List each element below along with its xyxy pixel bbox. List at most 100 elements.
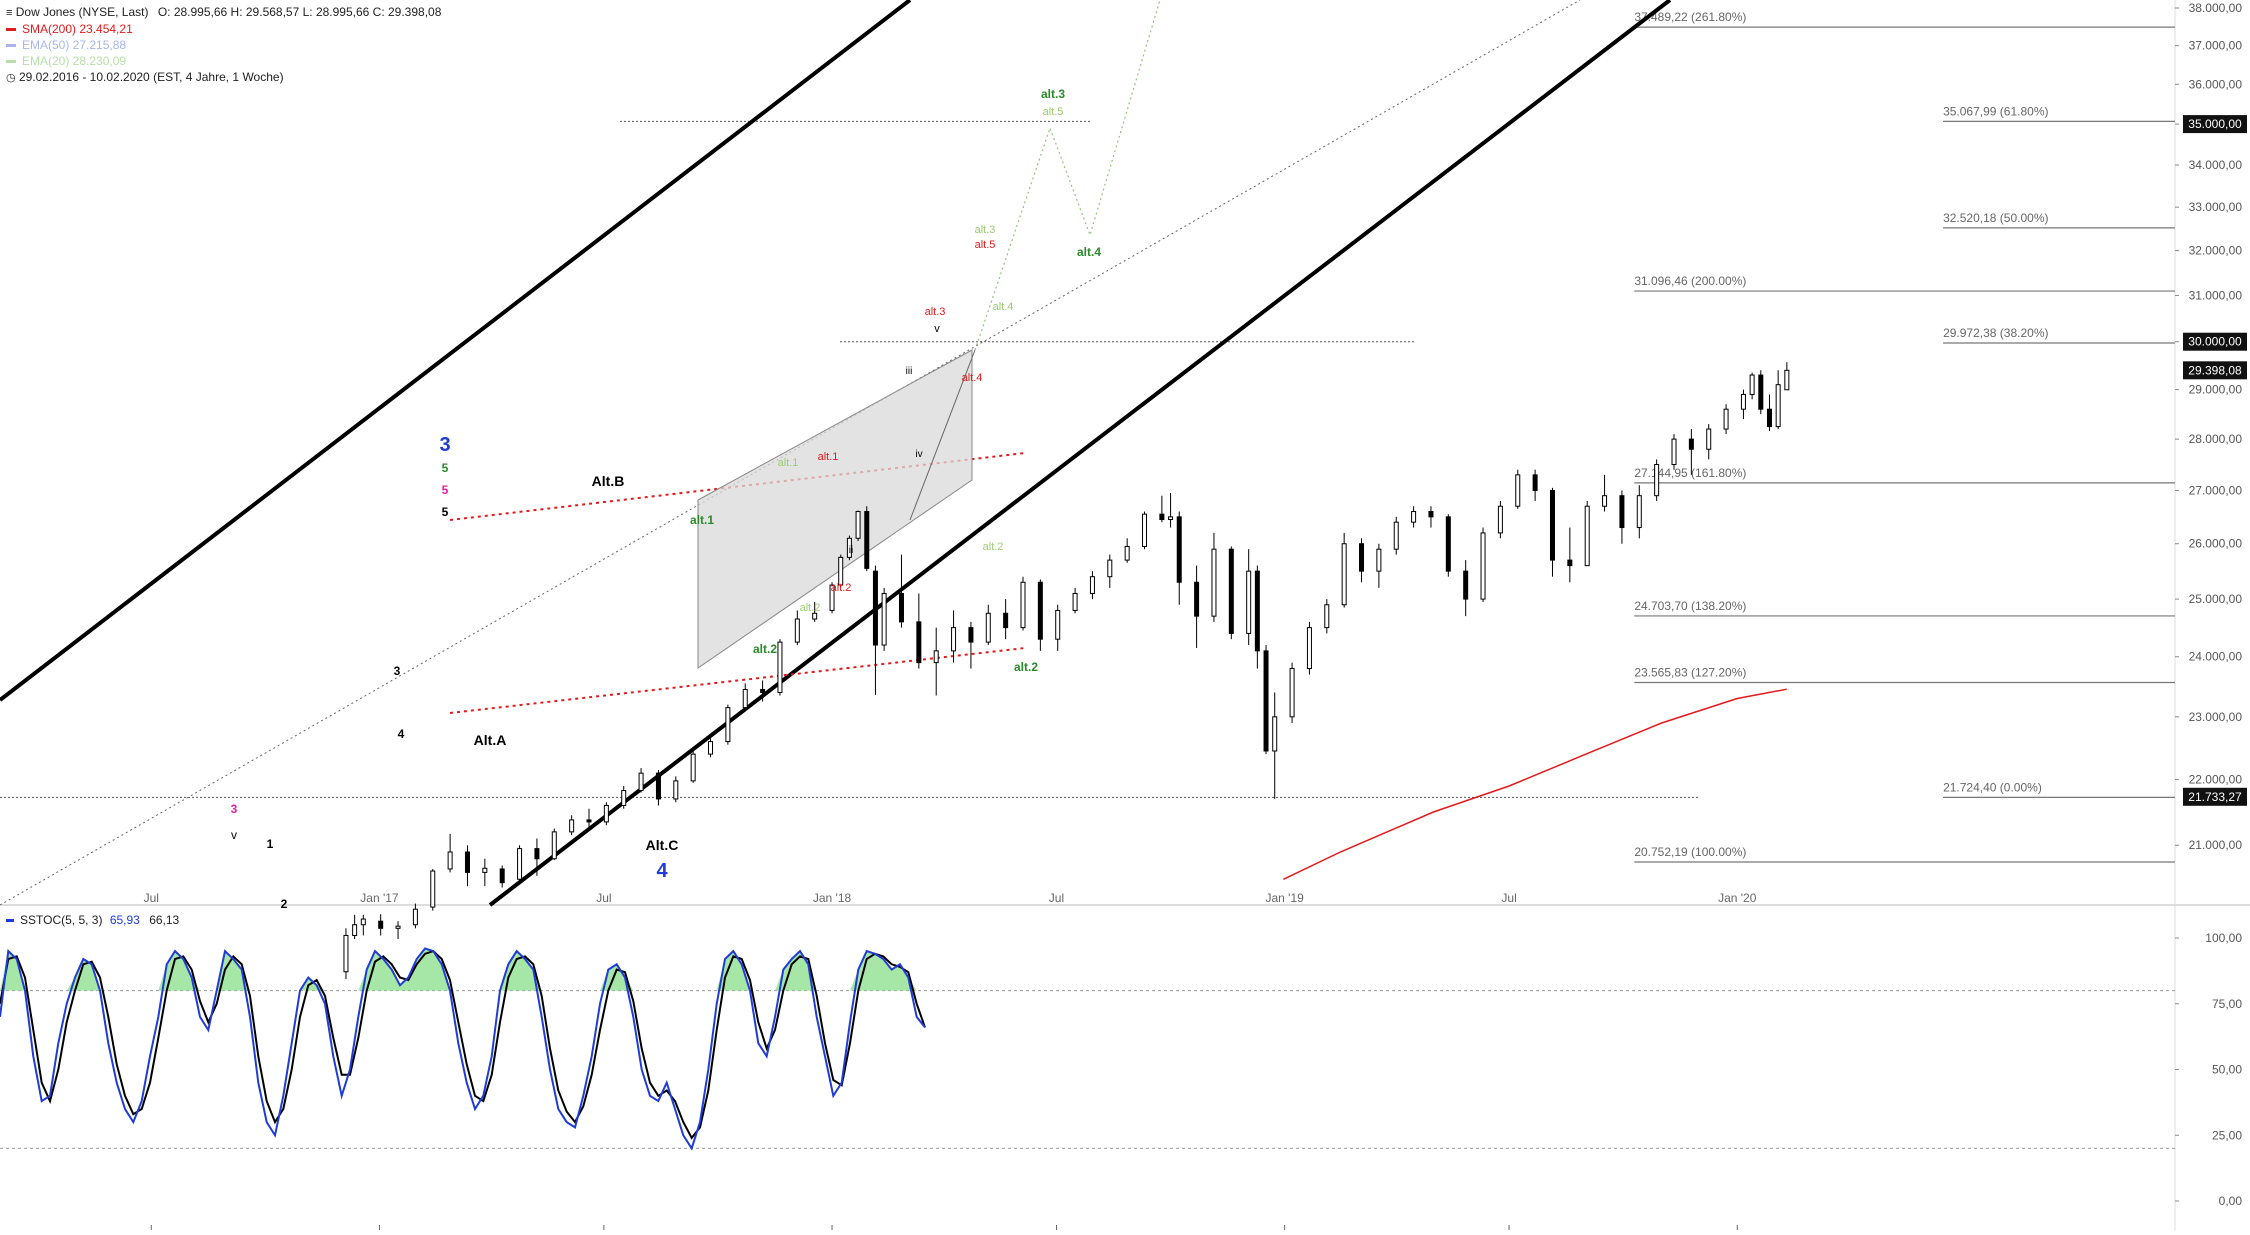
price-tick-label: 34.000,00	[2189, 158, 2243, 172]
price-badge-label: 21.733,27	[2188, 790, 2242, 804]
candle-body	[655, 772, 661, 800]
candle-body	[1688, 438, 1694, 450]
candle-body	[1766, 408, 1772, 428]
price-tick-label: 28.000,00	[2189, 432, 2243, 446]
wave-label-alt3-red: alt.3	[925, 306, 946, 318]
price-tick-label: 32.000,00	[2189, 244, 2243, 258]
candle-body	[1194, 581, 1200, 617]
candle-body	[1497, 505, 1503, 534]
candle-body	[725, 707, 731, 743]
chart-icon: ≡	[6, 7, 13, 19]
price-badge-label: 29.398,08	[2188, 363, 2242, 377]
fib-level-label: 32.520,18 (50.00%)	[1943, 211, 2048, 225]
wave-label-w3-blue: 3	[439, 434, 450, 456]
price-tick-label: 24.000,00	[2189, 650, 2243, 664]
candle-body	[551, 831, 557, 860]
sma200-swatch	[6, 28, 16, 32]
wave-label-alt-a: Alt.A	[474, 732, 507, 748]
fib-level-label: 31.096,46 (200.00%)	[1634, 274, 1746, 288]
price-badge-label: 35.000,00	[2188, 117, 2242, 131]
wave-label-w1-black: 1	[267, 837, 274, 851]
price-tick-label: 21.000,00	[2189, 838, 2243, 852]
candle-body	[1706, 428, 1712, 450]
price-badge	[2183, 115, 2247, 134]
price-axis: 38.000,00 37.000,00 36.000,00 35.000,00 34.0…	[144, 1, 2247, 1230]
candle-body	[1532, 474, 1538, 491]
price-tick-label: 29.000,00	[2189, 383, 2243, 397]
candle-body	[1272, 716, 1278, 752]
legend-range: 29.02.2016 - 10.02.2020 (EST, 4 Jahre, 1…	[18, 70, 284, 84]
candle-body	[395, 925, 401, 929]
wave-label-alt4-red: alt.4	[962, 372, 983, 384]
candle-body	[829, 584, 835, 611]
price-tick-label: 37.000,00	[2189, 39, 2243, 53]
fib-level-label: 23.565,83 (127.20%)	[1634, 666, 1746, 680]
price-tick-label: 22.000,00	[2189, 773, 2243, 787]
candle-body	[916, 621, 922, 664]
legend-ema50: EMA(50) 27.215,88	[6, 37, 441, 53]
fib-level-label: 24.703,70 (138.20%)	[1634, 599, 1746, 613]
price-tick-label: 23.000,00	[2189, 710, 2243, 724]
candle-body	[881, 592, 887, 646]
legend-title-row: ≡ Dow Jones (NYSE, Last) O: 28.995,66 H:…	[6, 4, 441, 21]
price-badge	[2183, 787, 2247, 806]
upper-channel-line	[0, 0, 912, 702]
candle-body	[482, 867, 488, 873]
candle-body	[1428, 511, 1434, 518]
candle-body	[1359, 543, 1365, 572]
stoch-tick-label: 50,00	[2212, 1063, 2242, 1077]
candle-body	[1107, 559, 1113, 578]
stoch-swatch	[6, 919, 14, 923]
candle-body	[794, 618, 800, 643]
candle-body	[517, 848, 523, 880]
candle-body	[846, 537, 852, 558]
candle-body	[378, 920, 384, 929]
wave-label-iv: iv	[915, 449, 922, 460]
candle-body	[352, 924, 358, 936]
candle-body	[1602, 495, 1608, 507]
stoch-legend: SSTOC(5, 5, 3) 65,93 66,13	[6, 913, 179, 927]
candle-body	[855, 511, 861, 539]
wave-label-alt2-light-b: alt.2	[983, 541, 1004, 553]
candle-body	[1784, 369, 1790, 391]
triangle-channel	[697, 349, 973, 669]
wave-label-alt5-red: alt.5	[975, 239, 996, 251]
trend-lines	[0, 0, 1672, 907]
candle-body	[343, 934, 349, 973]
candle-body	[586, 819, 592, 823]
price-tick-label: 25.000,00	[2189, 592, 2243, 606]
candle-body	[708, 741, 714, 755]
price-tick-label: 27.000,00	[2189, 483, 2243, 497]
price-tick-label: 26.000,00	[2189, 537, 2243, 551]
sma200-line	[1283, 688, 1787, 880]
candle-body	[1089, 576, 1095, 594]
candle-body	[898, 592, 904, 623]
candle-body	[1749, 374, 1755, 395]
candle-body	[690, 753, 696, 782]
candle-body	[621, 790, 627, 806]
candle-body	[1636, 495, 1642, 529]
candle-body	[1003, 612, 1009, 629]
fib-level-label: 35.067,99 (61.80%)	[1943, 104, 2048, 118]
stoch-legend-k: 65,93	[109, 913, 140, 927]
candle-body	[499, 868, 505, 884]
candle-body	[1037, 581, 1043, 640]
chart-legend: ≡ Dow Jones (NYSE, Last) O: 28.995,66 H:…	[6, 4, 441, 86]
candle-body	[985, 612, 991, 643]
price-badge	[2183, 332, 2247, 351]
wave-label-alt1-light: alt.1	[778, 457, 799, 469]
candle-body	[933, 650, 939, 664]
price-tick-label: 31.000,00	[2189, 288, 2243, 302]
candle-body	[1654, 464, 1660, 497]
wave-label-ii: ii	[849, 545, 853, 556]
candle-body	[569, 819, 575, 833]
wave-label-alt5-light: alt.5	[1043, 106, 1064, 118]
wave-label-w4-black: 4	[398, 727, 405, 741]
candle-body	[1159, 513, 1165, 521]
stoch-legend-name: SSTOC(5, 5, 3)	[20, 913, 103, 927]
candle-body	[1758, 374, 1764, 410]
stochastic-panel: 100,00 75,00 50,00 25,00 0,00	[0, 931, 2242, 1208]
fib-level-label: 21.724,40 (0.00%)	[1943, 780, 2042, 794]
legend-title: Dow Jones (NYSE, Last)	[15, 5, 149, 19]
